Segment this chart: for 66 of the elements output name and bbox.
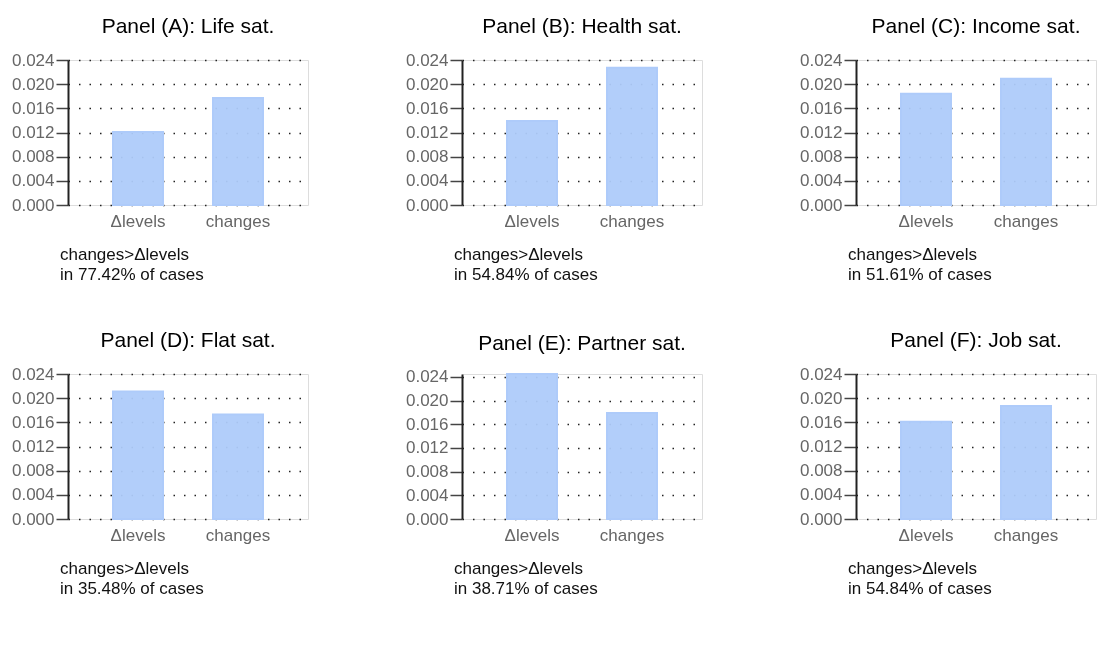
y-tick-label: 0.008: [405, 147, 449, 167]
y-tick-label: 0.020: [405, 391, 449, 411]
x-tick-label: changes: [599, 211, 665, 231]
chart-title: Panel (C): Income sat.: [871, 14, 1081, 37]
y-tick-label: 0.008: [799, 461, 843, 481]
chart-title: Panel (B): Health sat.: [482, 14, 682, 37]
text: changes>Δlevels in 51.61% of cases: [848, 245, 992, 284]
y-tick-label: 0.012: [799, 123, 843, 142]
y-tick-label: 0.000: [799, 195, 843, 215]
x-tick-label: changes: [599, 525, 665, 545]
y-tick-label: 0.004: [11, 485, 55, 505]
x-tick-label: Δlevels: [504, 211, 560, 231]
y-tick-label: 0.020: [405, 74, 449, 94]
y-tick-label: 0.008: [799, 147, 843, 167]
y-tick-label: 0.000: [405, 509, 449, 529]
y-tick-label: 0.012: [11, 123, 55, 142]
x-tick-label: Δlevels: [110, 525, 166, 545]
x-tick-label: Δlevels: [504, 525, 560, 545]
y-tick-label: 0.024: [799, 50, 843, 70]
y-tick-label: 0.012: [405, 438, 449, 458]
chart-title: Panel (F): Job sat.: [890, 328, 1062, 351]
chart-title: Panel (E): Partner sat.: [478, 330, 686, 354]
y-tick-label: 0.024: [11, 50, 55, 70]
y-tick-label: 0.024: [405, 367, 449, 387]
y-tick-label: 0.000: [405, 195, 449, 215]
y-tick-label: 0.012: [405, 123, 449, 142]
text: changes>Δlevels in 54.84% of cases: [848, 559, 992, 598]
y-tick-label: 0.016: [799, 98, 843, 118]
y-tick-label: 0.016: [799, 412, 843, 432]
y-tick-label: 0.024: [405, 50, 449, 70]
y-tick-label: 0.016: [405, 98, 449, 118]
text: changes>Δlevels in 77.42% of cases: [60, 245, 204, 284]
y-tick-label: 0.020: [11, 74, 55, 94]
x-tick-label: changes: [205, 211, 271, 231]
y-tick-label: 0.020: [799, 74, 843, 94]
y-tick-label: 0.012: [799, 437, 843, 456]
chart-title: Panel (D): Flat sat.: [100, 328, 276, 351]
y-tick-label: 0.004: [11, 171, 55, 191]
chart-title: Panel (A): Life sat.: [101, 14, 275, 37]
y-tick-label: 0.008: [11, 147, 55, 167]
x-tick-label: Δlevels: [898, 525, 954, 545]
x-tick-label: changes: [993, 525, 1059, 545]
y-tick-label: 0.000: [11, 509, 55, 529]
text: changes>Δlevels in 38.71% of cases: [454, 559, 598, 598]
y-tick-label: 0.008: [405, 462, 449, 482]
x-tick-label: Δlevels: [898, 211, 954, 231]
y-tick-label: 0.008: [11, 461, 55, 481]
y-tick-label: 0.004: [405, 485, 449, 505]
y-tick-label: 0.004: [799, 485, 843, 505]
x-tick-label: changes: [205, 525, 271, 545]
text: changes>Δlevels in 54.84% of cases: [454, 245, 598, 284]
y-tick-label: 0.000: [799, 509, 843, 529]
y-tick-label: 0.004: [405, 171, 449, 191]
y-tick-label: 0.016: [11, 412, 55, 432]
y-tick-label: 0.024: [11, 364, 55, 384]
text: changes>Δlevels in 35.48% of cases: [60, 559, 204, 598]
x-tick-label: Δlevels: [110, 211, 166, 231]
y-tick-label: 0.016: [405, 414, 449, 434]
y-tick-label: 0.020: [11, 388, 55, 408]
y-tick-label: 0.000: [11, 195, 55, 215]
x-tick-label: changes: [993, 211, 1059, 231]
y-tick-label: 0.004: [799, 171, 843, 191]
y-tick-label: 0.016: [11, 98, 55, 118]
y-tick-label: 0.012: [11, 437, 55, 456]
y-tick-label: 0.024: [799, 364, 843, 384]
y-tick-label: 0.020: [799, 388, 843, 408]
